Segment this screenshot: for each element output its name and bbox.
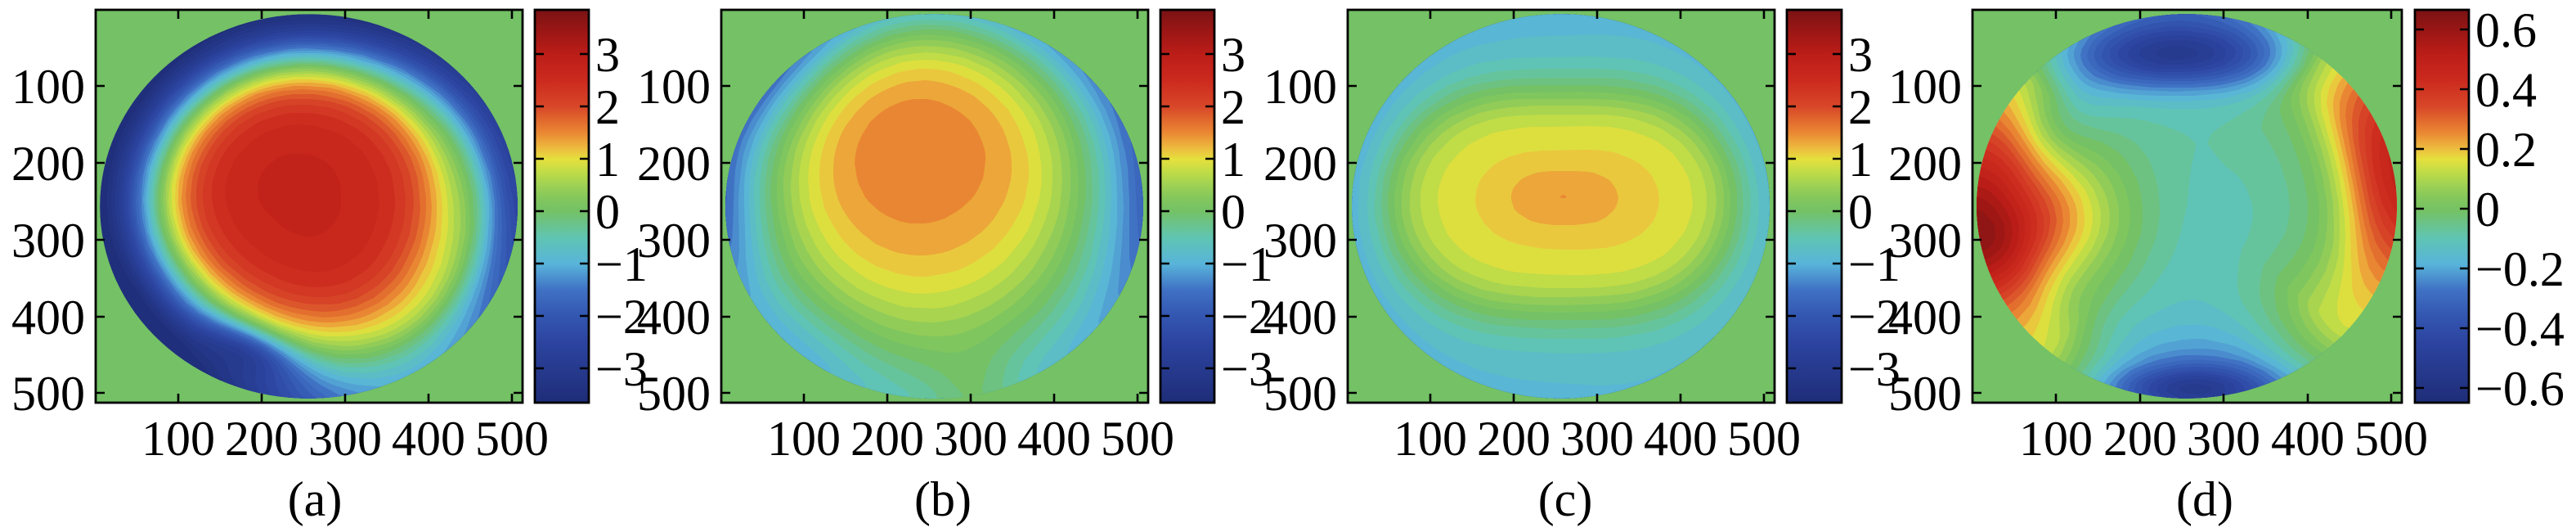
- svg-text:300: 300: [308, 412, 382, 466]
- svg-text:400: 400: [1017, 412, 1091, 466]
- svg-text:300: 300: [637, 214, 711, 268]
- svg-text:2: 2: [1221, 80, 1245, 134]
- svg-text:0.2: 0.2: [2475, 123, 2537, 177]
- svg-text:1: 1: [1221, 133, 1245, 187]
- svg-text:500: 500: [11, 367, 85, 421]
- svg-text:300: 300: [1888, 214, 1962, 268]
- svg-text:400: 400: [11, 291, 85, 345]
- svg-text:100: 100: [1393, 412, 1467, 466]
- svg-text:500: 500: [475, 412, 549, 466]
- svg-text:0: 0: [1221, 185, 1245, 239]
- svg-text:2: 2: [1848, 80, 1873, 134]
- svg-text:300: 300: [1263, 214, 1337, 268]
- svg-text:200: 200: [11, 137, 85, 191]
- svg-text:−0.6: −0.6: [2475, 362, 2565, 416]
- svg-text:0.6: 0.6: [2475, 3, 2537, 57]
- svg-text:3: 3: [595, 28, 620, 82]
- svg-text:(a): (a): [288, 472, 343, 526]
- svg-text:1: 1: [1848, 133, 1873, 187]
- svg-text:300: 300: [934, 412, 1008, 466]
- svg-text:100: 100: [1888, 60, 1962, 114]
- svg-text:(c): (c): [1538, 472, 1593, 526]
- svg-text:100: 100: [141, 412, 215, 466]
- svg-text:200: 200: [637, 137, 711, 191]
- svg-text:3: 3: [1221, 28, 1245, 82]
- svg-text:400: 400: [637, 291, 711, 345]
- svg-text:−1: −1: [1221, 237, 1273, 291]
- svg-text:100: 100: [2019, 412, 2093, 466]
- svg-text:3: 3: [1848, 28, 1873, 82]
- svg-text:400: 400: [392, 412, 465, 466]
- svg-text:500: 500: [2354, 412, 2428, 466]
- svg-text:500: 500: [1727, 412, 1801, 466]
- svg-text:400: 400: [2271, 412, 2345, 466]
- svg-text:500: 500: [1263, 367, 1337, 421]
- svg-text:0: 0: [1848, 185, 1873, 239]
- svg-text:−0.4: −0.4: [2475, 302, 2565, 356]
- svg-text:100: 100: [1263, 60, 1337, 114]
- svg-text:1: 1: [595, 133, 620, 187]
- svg-text:400: 400: [1644, 412, 1717, 466]
- svg-text:200: 200: [850, 412, 924, 466]
- svg-text:500: 500: [1101, 412, 1174, 466]
- svg-text:−2: −2: [1221, 290, 1273, 344]
- svg-text:(d): (d): [2176, 472, 2233, 526]
- svg-text:0: 0: [595, 185, 620, 239]
- svg-text:2: 2: [595, 80, 620, 134]
- svg-text:200: 200: [2103, 412, 2177, 466]
- svg-text:200: 200: [1477, 412, 1551, 466]
- svg-text:(b): (b): [914, 472, 972, 526]
- svg-text:300: 300: [1560, 412, 1634, 466]
- svg-text:300: 300: [11, 214, 85, 268]
- svg-text:100: 100: [767, 412, 841, 466]
- svg-text:500: 500: [637, 367, 711, 421]
- svg-text:200: 200: [1888, 137, 1962, 191]
- svg-text:400: 400: [1263, 291, 1337, 345]
- svg-text:−2: −2: [595, 290, 648, 344]
- svg-text:−0.2: −0.2: [2475, 242, 2565, 296]
- svg-text:−3: −3: [1848, 342, 1901, 396]
- svg-text:100: 100: [11, 60, 85, 114]
- svg-text:300: 300: [2187, 412, 2260, 466]
- svg-text:200: 200: [1263, 137, 1337, 191]
- svg-text:500: 500: [1888, 367, 1962, 421]
- svg-text:100: 100: [637, 60, 711, 114]
- svg-text:400: 400: [1888, 291, 1962, 345]
- svg-text:0.4: 0.4: [2475, 63, 2537, 117]
- svg-text:−2: −2: [1848, 290, 1901, 344]
- svg-text:200: 200: [225, 412, 298, 466]
- svg-text:−3: −3: [1221, 342, 1273, 396]
- svg-text:0: 0: [2475, 183, 2500, 237]
- svg-text:−1: −1: [595, 237, 648, 291]
- svg-text:−1: −1: [1848, 237, 1901, 291]
- svg-text:−3: −3: [595, 342, 648, 396]
